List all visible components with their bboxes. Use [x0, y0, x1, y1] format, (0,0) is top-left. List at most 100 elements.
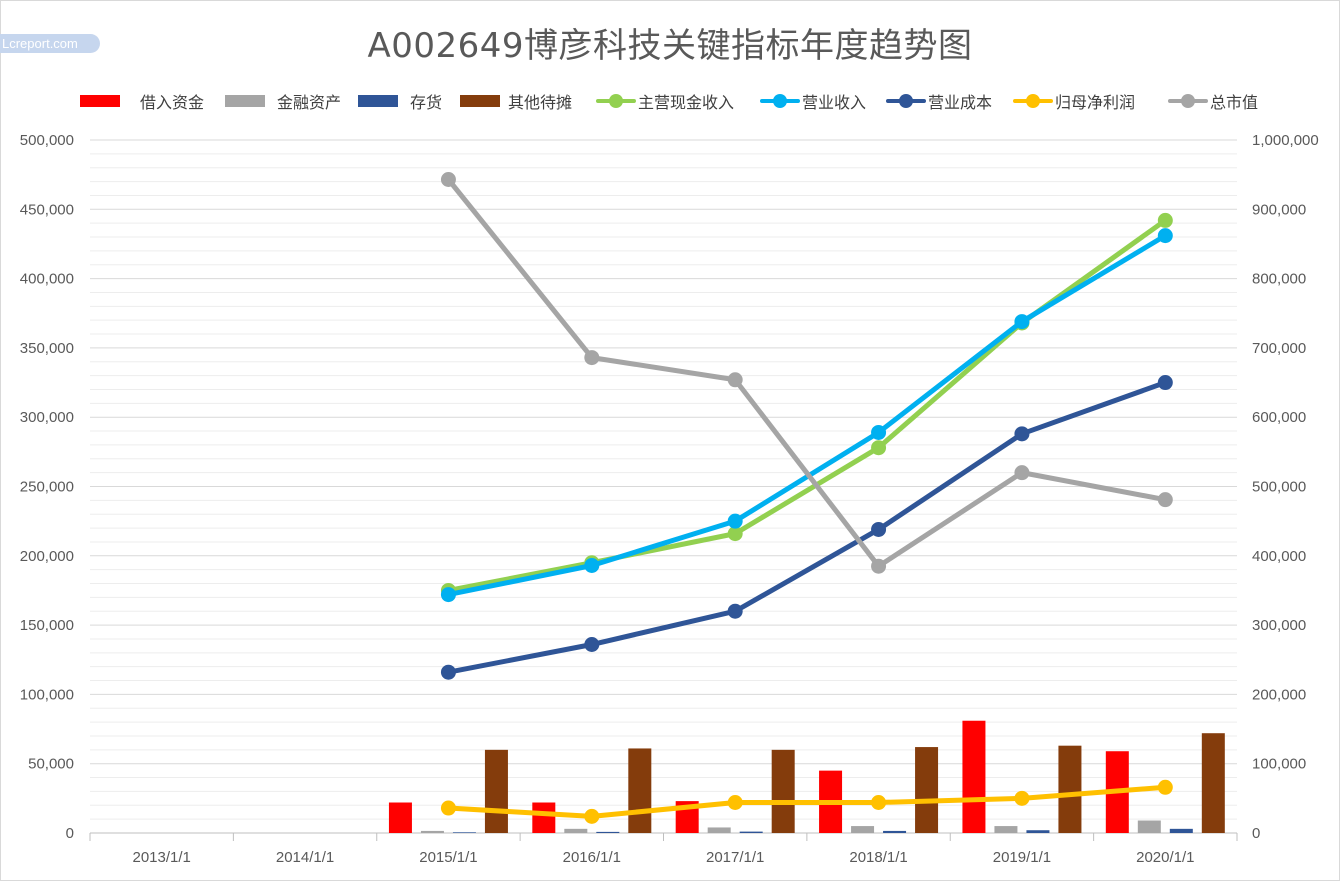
legend-label: 总市值	[1210, 93, 1259, 112]
y-right-tick-label: 600,000	[1252, 409, 1306, 426]
series-point-0	[727, 526, 743, 542]
y-right-tick-label: 300,000	[1252, 617, 1306, 634]
series-point-2	[584, 637, 600, 653]
series-point-1	[440, 587, 456, 603]
series-point-1	[584, 558, 600, 574]
bar-3	[771, 749, 795, 833]
series-point-3	[1014, 790, 1030, 806]
series-line-1	[445, 233, 1168, 598]
legend-swatch	[80, 95, 120, 107]
series-line-3	[445, 784, 1168, 819]
legend-item-inventory: 存货	[358, 88, 442, 114]
legend-swatch	[1013, 88, 1053, 114]
bar-2	[739, 831, 763, 833]
y-right-tick-label: 200,000	[1252, 686, 1306, 703]
y-left-tick-label: 50,000	[28, 756, 74, 773]
series-point-3	[1157, 779, 1173, 795]
series-point-4	[727, 372, 743, 388]
x-tick-label: 2020/1/1	[1136, 849, 1194, 866]
watermark-badge: Lcreport.com	[0, 34, 100, 53]
bar-2	[1169, 828, 1193, 833]
series-point-0	[1157, 212, 1173, 228]
series-point-4	[1157, 492, 1173, 508]
y-right-tick-label: 500,000	[1252, 479, 1306, 496]
legend-swatch	[225, 95, 265, 107]
legend-swatch	[760, 88, 800, 114]
y-left-tick-label: 0	[66, 825, 74, 842]
series-point-2	[871, 521, 887, 537]
x-tick-label: 2013/1/1	[132, 849, 190, 866]
series-point-1	[727, 513, 743, 529]
y-left-tick-label: 100,000	[20, 686, 74, 703]
legend-swatch	[358, 95, 398, 107]
legend-label: 主营现金收入	[638, 93, 735, 112]
y-right-tick-label: 700,000	[1252, 340, 1306, 357]
legend-label: 营业成本	[928, 93, 993, 112]
x-tick-label: 2014/1/1	[276, 849, 334, 866]
series-point-4	[440, 172, 456, 188]
bar-1	[1137, 820, 1161, 833]
y-left-tick-label: 200,000	[20, 548, 74, 565]
chart-title: A002649博彦科技关键指标年度趋势图	[367, 26, 973, 66]
y-left-tick-label: 350,000	[20, 340, 74, 357]
bar-0	[388, 802, 412, 833]
y-left-tick-label: 300,000	[20, 409, 74, 426]
legend-item-market-cap: 总市值	[1168, 88, 1258, 114]
bar-1	[994, 826, 1018, 833]
legend-item-net-profit: 归母净利润	[1013, 88, 1135, 114]
bar-2	[596, 831, 620, 833]
legend: 借入资金 金融资产 存货 其他待摊 主营现金收入 营业收入 营业成本 归母净利润…	[0, 88, 1340, 114]
bar-3	[484, 749, 508, 833]
legend-label: 营业收入	[802, 93, 867, 112]
legend-label: 归母净利润	[1055, 93, 1136, 112]
y-right-tick-label: 0	[1252, 825, 1260, 842]
legend-item-financial-assets: 金融资产	[225, 88, 341, 114]
series-line-0	[445, 217, 1168, 593]
y-left-tick-label: 400,000	[20, 271, 74, 288]
x-tick-label: 2016/1/1	[563, 849, 621, 866]
legend-swatch	[1168, 88, 1208, 114]
y-left-tick-label: 450,000	[20, 201, 74, 218]
series-point-4	[584, 350, 600, 366]
bar-1	[564, 828, 588, 833]
series-point-2	[1157, 375, 1173, 391]
series-point-4	[1014, 465, 1030, 481]
y-right-tick-label: 400,000	[1252, 548, 1306, 565]
x-tick-label: 2017/1/1	[706, 849, 764, 866]
bar-2	[1026, 830, 1050, 833]
y-right-tick-label: 100,000	[1252, 756, 1306, 773]
legend-swatch	[460, 95, 500, 107]
series-point-2	[1014, 426, 1030, 442]
y-right-tick-label: 800,000	[1252, 271, 1306, 288]
legend-label: 其他待摊	[508, 93, 573, 112]
y-left-tick-label: 250,000	[20, 479, 74, 496]
bar-0	[962, 720, 986, 833]
y-left-tick-label: 150,000	[20, 617, 74, 634]
legend-swatch	[886, 88, 926, 114]
legend-item-operating-cost: 营业成本	[886, 88, 992, 114]
x-tick-label: 2019/1/1	[993, 849, 1051, 866]
series-point-3	[727, 795, 743, 811]
bar-3	[915, 747, 939, 833]
legend-item-operating-revenue: 营业收入	[760, 88, 866, 114]
legend-label: 借入资金	[140, 93, 205, 112]
bar-3	[1201, 733, 1225, 833]
legend-swatch	[596, 88, 636, 114]
series-point-0	[871, 440, 887, 456]
bar-3	[1058, 745, 1082, 833]
y-left-tick-label: 500,000	[20, 132, 74, 149]
legend-label: 存货	[410, 93, 443, 112]
legend-item-main-cash-revenue: 主营现金收入	[596, 88, 734, 114]
x-tick-label: 2015/1/1	[419, 849, 477, 866]
series-point-2	[440, 664, 456, 680]
series-point-3	[584, 808, 600, 824]
legend-label: 金融资产	[277, 93, 342, 112]
bar-3	[628, 748, 652, 833]
series-point-4	[871, 558, 887, 574]
bar-1	[707, 827, 731, 833]
series-point-3	[871, 795, 887, 811]
series-point-1	[1157, 228, 1173, 244]
bar-1	[420, 830, 444, 833]
